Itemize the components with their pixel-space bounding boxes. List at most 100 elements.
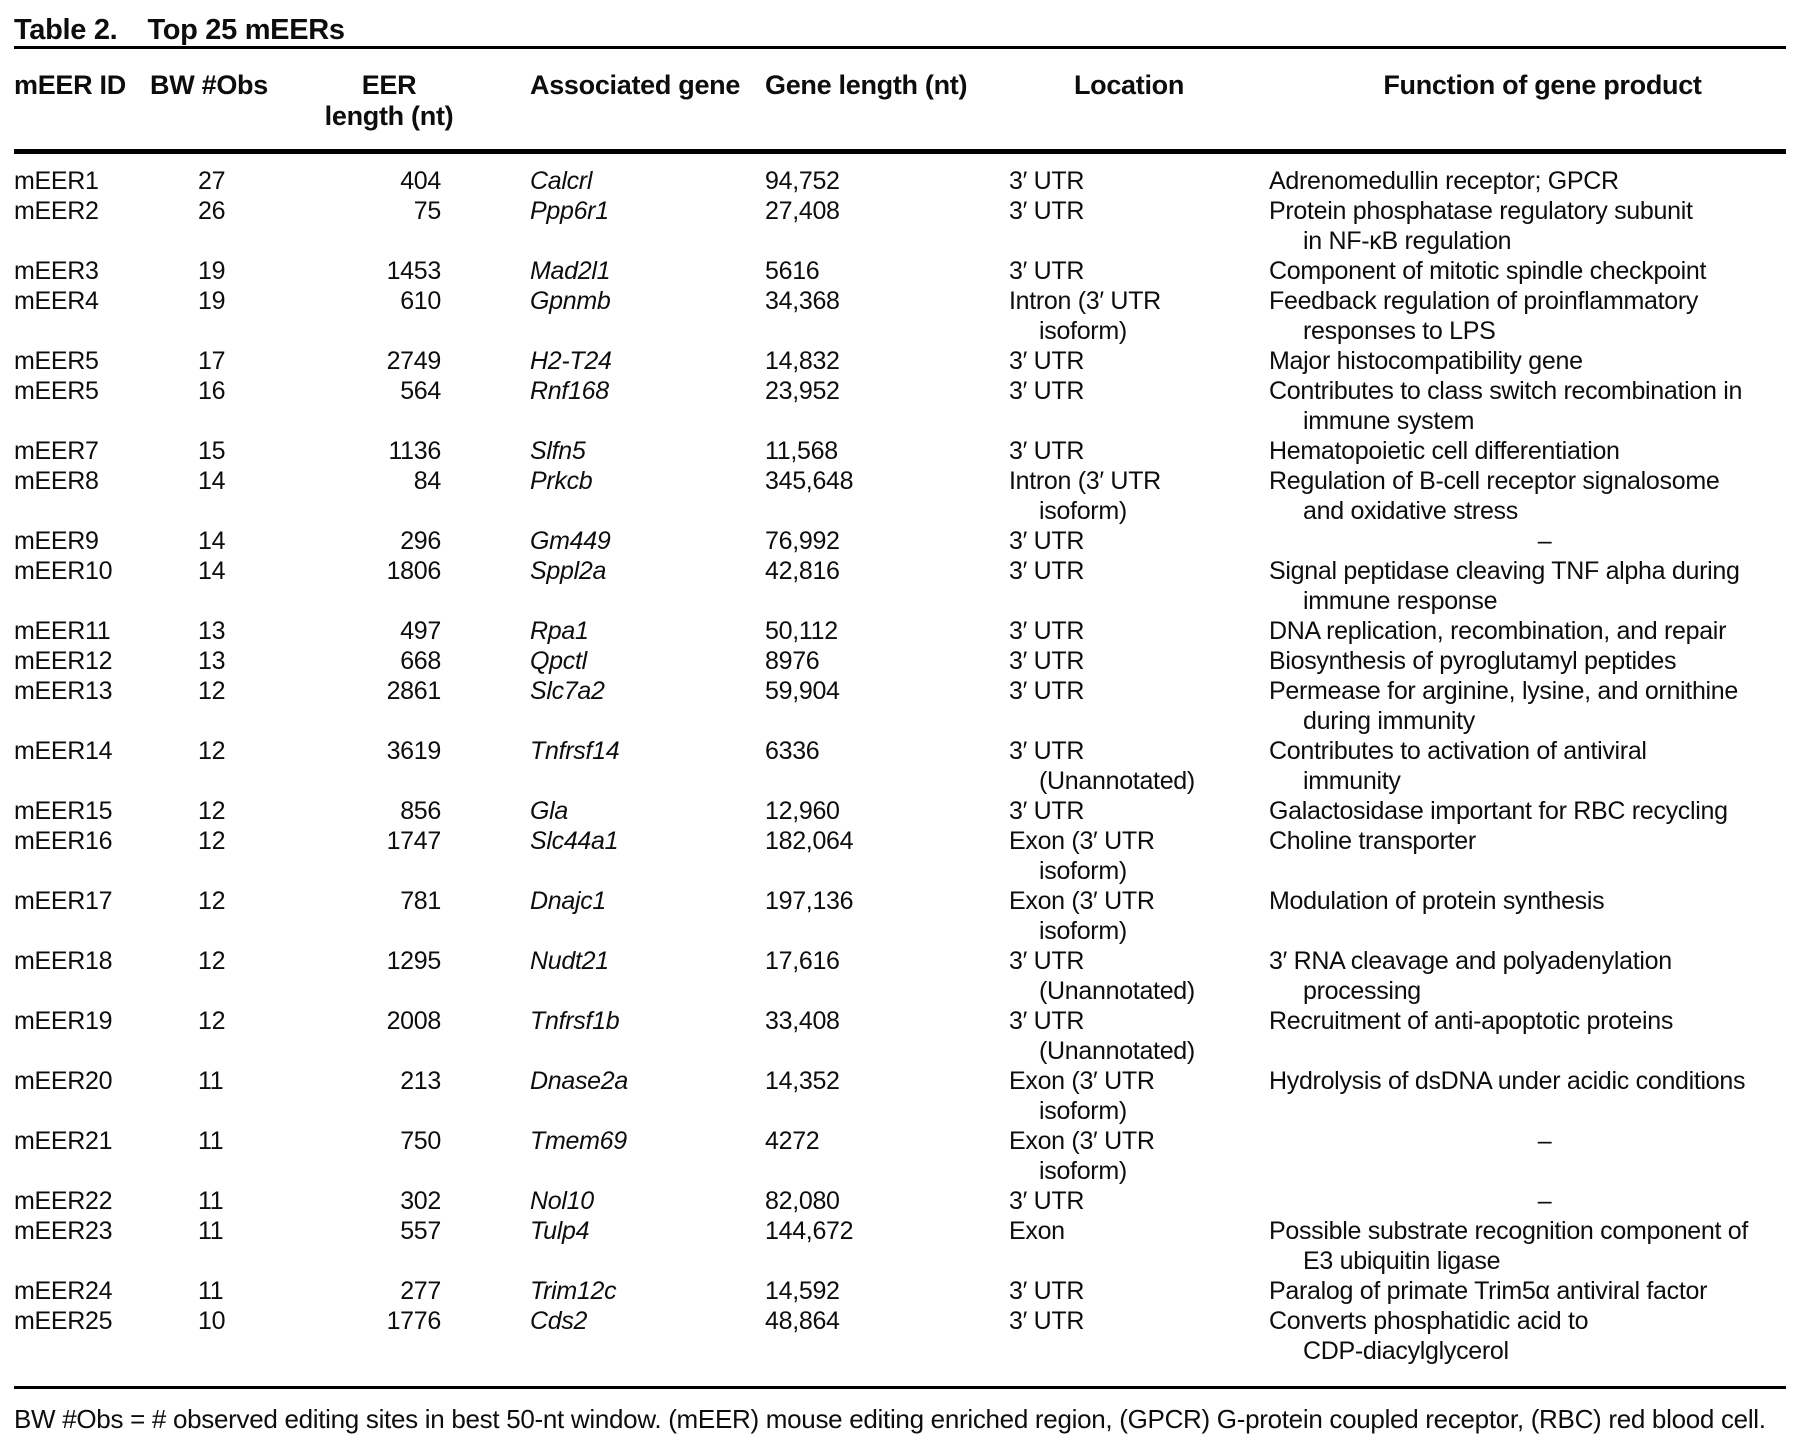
gene-length-cell: 197,136 <box>765 887 854 915</box>
associated-gene-cell: H2-T24 <box>530 347 612 375</box>
function-cell: Regulation of B-cell receptor signalosom… <box>1269 467 1720 525</box>
table-row: mEER18 12 1295 Nudt21 17,616 3′ UTR (Una… <box>14 946 1786 1006</box>
table-row: mEER22 11 302 Nol10 82,080 3′ UTR – <box>14 1186 1786 1216</box>
gene-length-cell: 6336 <box>765 737 820 765</box>
bw-obs-cell: 13 <box>198 647 226 675</box>
eer-length-cell: 296 <box>400 527 441 555</box>
table-row: mEER21 11 750 Tmem69 4272 Exon (3′ UTR i… <box>14 1126 1786 1186</box>
eer-length-cell: 1295 <box>386 947 442 975</box>
column-header-associated-gene: Associated gene <box>530 70 741 100</box>
gene-length-cell: 17,616 <box>765 947 840 975</box>
function-cell: Hydrolysis of dsDNA under acidic conditi… <box>1269 1067 1746 1095</box>
gene-length-cell: 12,960 <box>765 797 840 825</box>
eer-length-cell: 856 <box>400 797 441 825</box>
table-row: mEER24 11 277 Trim12c 14,592 3′ UTR Para… <box>14 1276 1786 1306</box>
table-row: mEER17 12 781 Dnajc1 197,136 Exon (3′ UT… <box>14 886 1786 946</box>
gene-length-cell: 182,064 <box>765 827 854 855</box>
column-header-function: Function of gene product <box>1383 70 1702 100</box>
gene-length-cell: 5616 <box>765 257 820 285</box>
associated-gene-cell: Dnase2a <box>530 1067 628 1095</box>
table-caption: Top 25 mEERs <box>147 14 345 46</box>
function-cell: – <box>1537 1127 1552 1155</box>
bw-obs-cell: 11 <box>198 1187 224 1215</box>
eer-length-cell: 1806 <box>386 557 442 585</box>
eer-length-cell: 1136 <box>388 437 441 465</box>
meer-id-cell: mEER9 <box>14 527 99 555</box>
gene-length-cell: 144,672 <box>765 1217 854 1245</box>
function-cell: Galactosidase important for RBC recyclin… <box>1269 797 1728 825</box>
meer-id-cell: mEER24 <box>14 1277 113 1305</box>
gene-length-cell: 14,592 <box>765 1277 840 1305</box>
meer-id-cell: mEER3 <box>14 257 99 285</box>
eer-length-cell: 213 <box>400 1067 441 1095</box>
gene-length-cell: 34,368 <box>765 287 840 315</box>
function-cell: Component of mitotic spindle checkpoint <box>1269 257 1707 285</box>
gene-length-cell: 94,752 <box>765 167 840 195</box>
bw-obs-cell: 19 <box>198 257 226 285</box>
bw-obs-cell: 19 <box>198 287 226 315</box>
table-row: mEER10 14 1806 Sppl2a 42,816 3′ UTR Sign… <box>14 556 1786 616</box>
eer-length-cell: 302 <box>400 1187 441 1215</box>
meer-id-cell: mEER17 <box>14 887 113 915</box>
eer-length-cell: 1747 <box>386 827 442 855</box>
associated-gene-cell: Calcrl <box>530 167 593 195</box>
location-cell: 3′ UTR (Unannotated) <box>1009 737 1195 795</box>
location-cell: 3′ UTR <box>1009 797 1085 825</box>
bw-obs-cell: 12 <box>198 737 226 765</box>
location-cell: Exon (3′ UTR isoform) <box>1009 1127 1155 1185</box>
function-cell: Adrenomedullin receptor; GPCR <box>1269 167 1619 195</box>
column-header-gene-length: Gene length (nt) <box>765 70 968 100</box>
table-row: mEER20 11 213 Dnase2a 14,352 Exon (3′ UT… <box>14 1066 1786 1126</box>
function-cell: Hematopoietic cell differentiation <box>1269 437 1620 465</box>
associated-gene-cell: Slc44a1 <box>530 827 619 855</box>
bw-obs-cell: 15 <box>198 437 226 465</box>
location-cell: 3′ UTR <box>1009 197 1085 225</box>
meer-id-cell: mEER25 <box>14 1307 113 1335</box>
function-cell: Recruitment of anti-apoptotic proteins <box>1269 1007 1674 1035</box>
gene-length-cell: 11,568 <box>765 437 838 465</box>
eer-length-cell: 1776 <box>386 1307 442 1335</box>
location-cell: 3′ UTR <box>1009 647 1085 675</box>
column-header-bw-obs: BW #Obs <box>150 70 268 100</box>
function-cell: Modulation of protein synthesis <box>1269 887 1605 915</box>
gene-length-cell: 48,864 <box>765 1307 840 1335</box>
function-cell: – <box>1537 1187 1552 1215</box>
bw-obs-cell: 26 <box>198 197 226 225</box>
associated-gene-cell: Slc7a2 <box>530 677 605 705</box>
bw-obs-cell: 14 <box>198 467 226 495</box>
location-cell: Intron (3′ UTR isoform) <box>1009 287 1161 345</box>
eer-length-cell: 2749 <box>386 347 442 375</box>
associated-gene-cell: Mad2l1 <box>530 257 611 285</box>
eer-length-cell: 781 <box>400 887 441 915</box>
bw-obs-cell: 11 <box>198 1067 224 1095</box>
gene-length-cell: 33,408 <box>765 1007 840 1035</box>
meer-id-cell: mEER23 <box>14 1217 113 1245</box>
location-cell: 3′ UTR (Unannotated) <box>1009 1007 1195 1065</box>
table-row: mEER19 12 2008 Tnfrsf1b 33,408 3′ UTR (U… <box>14 1006 1786 1066</box>
bw-obs-cell: 16 <box>198 377 226 405</box>
eer-length-cell: 557 <box>400 1217 441 1245</box>
bw-obs-cell: 27 <box>198 167 226 195</box>
location-cell: Exon <box>1009 1217 1065 1245</box>
table-row: mEER5 17 2749 H2-T24 14,832 3′ UTR Major… <box>14 346 1786 376</box>
associated-gene-cell: Sppl2a <box>530 557 607 585</box>
associated-gene-cell: Tulp4 <box>530 1217 590 1245</box>
bw-obs-cell: 12 <box>198 677 226 705</box>
location-cell: 3′ UTR <box>1009 377 1085 405</box>
meer-id-cell: mEER10 <box>14 557 113 585</box>
location-cell: 3′ UTR <box>1009 1307 1085 1335</box>
associated-gene-cell: Tmem69 <box>530 1127 627 1155</box>
meer-id-cell: mEER4 <box>14 287 99 315</box>
eer-length-cell: 75 <box>413 197 442 225</box>
table-number: Table 2. <box>14 14 118 46</box>
gene-length-cell: 345,648 <box>765 467 854 495</box>
table-row: mEER7 15 1136 Slfn5 11,568 3′ UTR Hemato… <box>14 436 1786 466</box>
function-cell: Signal peptidase cleaving TNF alpha duri… <box>1269 557 1740 615</box>
table-row: mEER8 14 84 Prkcb 345,648 Intron (3′ UTR… <box>14 466 1786 526</box>
eer-length-cell: 277 <box>400 1277 441 1305</box>
table-body: mEER1 27 404 Calcrl 94,752 3′ UTR Adreno… <box>14 154 1786 1386</box>
meer-id-cell: mEER2 <box>14 197 99 225</box>
eer-length-cell: 668 <box>400 647 441 675</box>
meer-id-cell: mEER8 <box>14 467 99 495</box>
associated-gene-cell: Ppp6r1 <box>530 197 609 225</box>
